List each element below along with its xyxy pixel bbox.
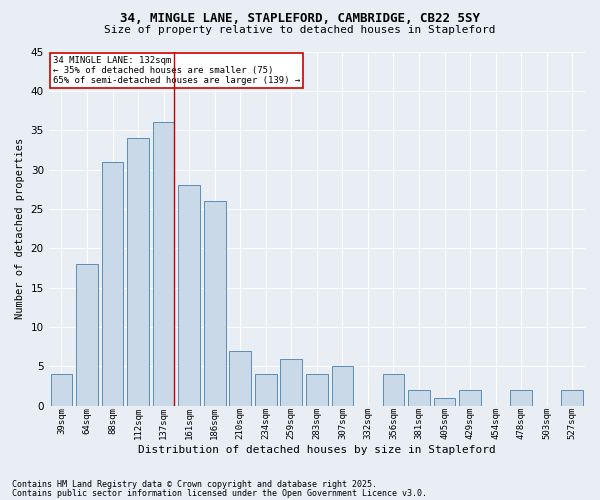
Text: Contains HM Land Registry data © Crown copyright and database right 2025.: Contains HM Land Registry data © Crown c… — [12, 480, 377, 489]
Bar — [562, 390, 583, 406]
Text: Contains public sector information licensed under the Open Government Licence v3: Contains public sector information licen… — [12, 489, 427, 498]
Bar — [510, 390, 532, 406]
Bar — [76, 264, 98, 406]
X-axis label: Distribution of detached houses by size in Stapleford: Distribution of detached houses by size … — [138, 445, 496, 455]
Bar — [408, 390, 430, 406]
Bar — [434, 398, 455, 406]
Text: 34, MINGLE LANE, STAPLEFORD, CAMBRIDGE, CB22 5SY: 34, MINGLE LANE, STAPLEFORD, CAMBRIDGE, … — [120, 12, 480, 26]
Bar — [178, 186, 200, 406]
Bar — [50, 374, 72, 406]
Text: 34 MINGLE LANE: 132sqm
← 35% of detached houses are smaller (75)
65% of semi-det: 34 MINGLE LANE: 132sqm ← 35% of detached… — [53, 56, 300, 86]
Bar — [332, 366, 353, 406]
Bar — [255, 374, 277, 406]
Bar — [153, 122, 175, 406]
Bar — [127, 138, 149, 406]
Y-axis label: Number of detached properties: Number of detached properties — [15, 138, 25, 320]
Bar — [383, 374, 404, 406]
Bar — [101, 162, 124, 406]
Bar — [229, 350, 251, 406]
Bar — [306, 374, 328, 406]
Bar — [459, 390, 481, 406]
Text: Size of property relative to detached houses in Stapleford: Size of property relative to detached ho… — [104, 25, 496, 35]
Bar — [280, 358, 302, 406]
Bar — [204, 201, 226, 406]
